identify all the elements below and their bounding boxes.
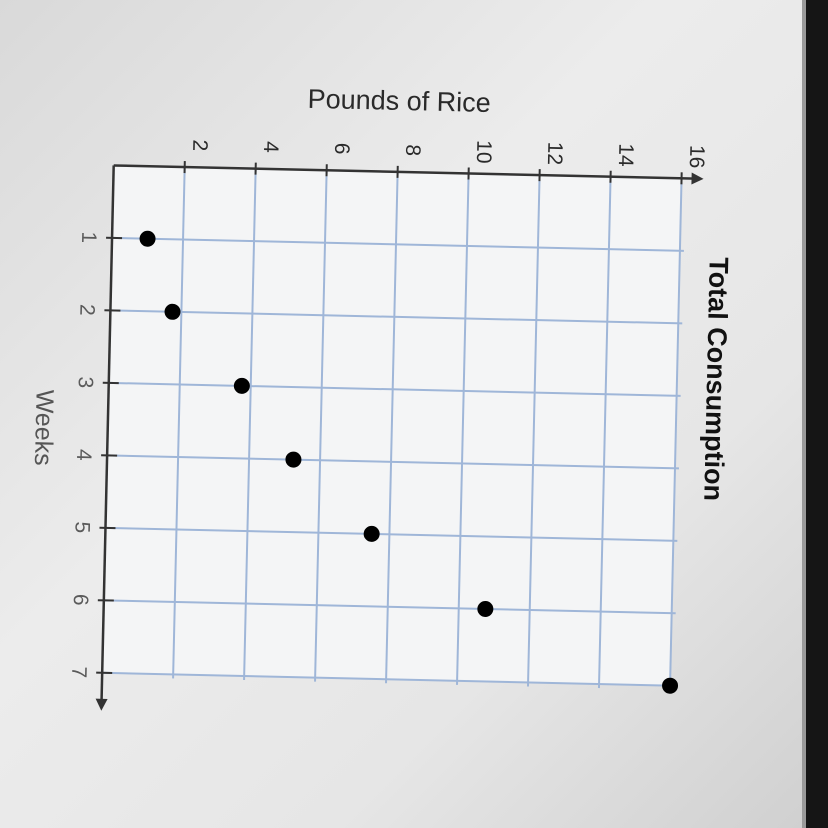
y-tick-label: 8 (401, 144, 424, 156)
y-tick-label: 16 (685, 145, 709, 169)
grid-line-horizontal (105, 526, 678, 542)
screen-bezel (806, 0, 828, 828)
y-tick-label: 10 (472, 140, 496, 164)
grid-line-horizontal (102, 671, 675, 687)
grid-line-vertical (172, 167, 186, 679)
grid-line-vertical (385, 171, 399, 684)
x-tick-label: 3 (74, 376, 97, 388)
x-tick-label: 4 (72, 449, 95, 462)
grid-line-vertical (314, 170, 328, 682)
data-point (139, 230, 156, 247)
data-point (233, 377, 250, 394)
x-axis-label: Weeks (29, 389, 59, 466)
data-point (363, 525, 380, 542)
grid-line-horizontal (108, 381, 681, 397)
y-tick-label: 12 (543, 142, 567, 166)
grid-line-horizontal (110, 309, 683, 325)
y-axis-label: Pounds of Rice (307, 84, 491, 118)
x-tick-label: 7 (67, 666, 90, 678)
screen-edge (802, 0, 806, 828)
grid-line-vertical (243, 168, 257, 681)
grid-line-vertical (597, 176, 612, 689)
x-tick-label: 5 (70, 521, 93, 533)
grid-line-horizontal (112, 236, 684, 252)
data-point (662, 677, 679, 694)
grid-line-horizontal (107, 454, 679, 470)
x-tick-label: 2 (75, 304, 98, 316)
data-point (477, 600, 494, 617)
data-point (164, 303, 181, 320)
chart-title: Total Consumption (698, 257, 734, 502)
y-axis-line (113, 164, 696, 180)
grid-line-vertical (456, 173, 470, 685)
y-tick-label: 4 (259, 141, 282, 154)
data-point (285, 451, 302, 468)
x-axis-line (100, 165, 115, 703)
y-tick-label: 2 (188, 139, 211, 151)
y-tick-label: 14 (614, 143, 638, 167)
grid-line-horizontal (103, 599, 676, 615)
y-axis-arrow (691, 172, 704, 185)
x-axis-arrow (95, 698, 108, 711)
y-tick-label: 6 (330, 143, 353, 155)
grid-line-vertical (668, 178, 683, 690)
grid-line-vertical (526, 175, 541, 687)
x-tick-label: 6 (69, 594, 92, 606)
x-tick-label: 1 (77, 231, 100, 243)
